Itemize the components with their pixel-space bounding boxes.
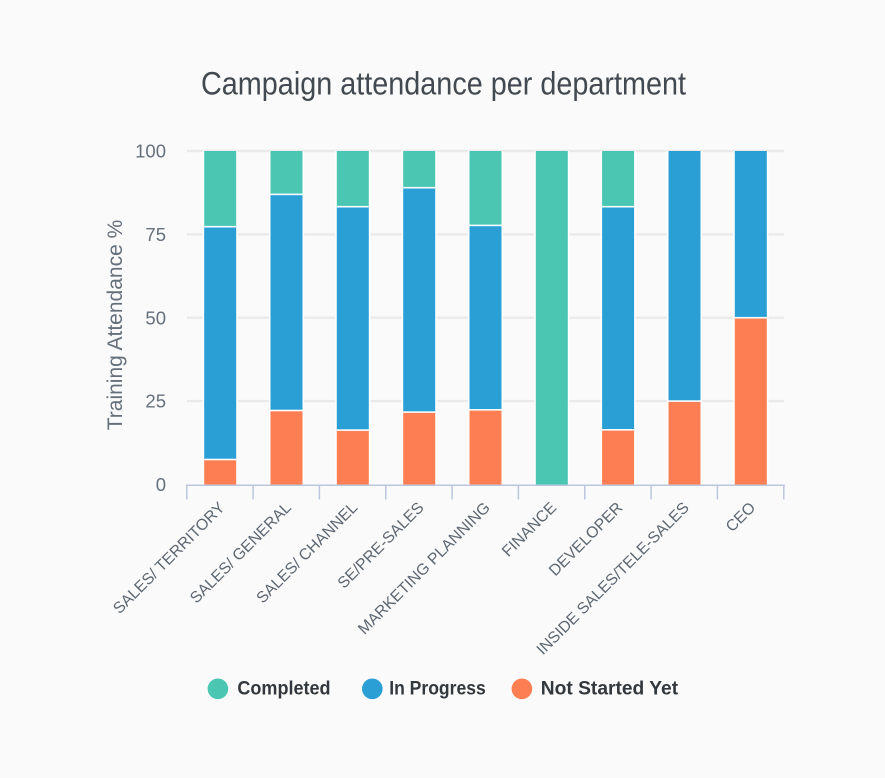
svg-text:Not Started Yet: Not Started Yet (541, 678, 679, 699)
svg-text:50: 50 (145, 307, 166, 328)
svg-text:Training Attendance %: Training Attendance % (104, 220, 127, 431)
svg-text:25: 25 (145, 391, 166, 412)
svg-text:75: 75 (145, 224, 166, 245)
svg-text:In Progress: In Progress (389, 678, 486, 699)
svg-text:Completed: Completed (237, 678, 330, 699)
svg-text:100: 100 (135, 141, 166, 162)
svg-text:Campaign attendance per depart: Campaign attendance per department (201, 66, 686, 102)
svg-text:0: 0 (156, 474, 166, 495)
